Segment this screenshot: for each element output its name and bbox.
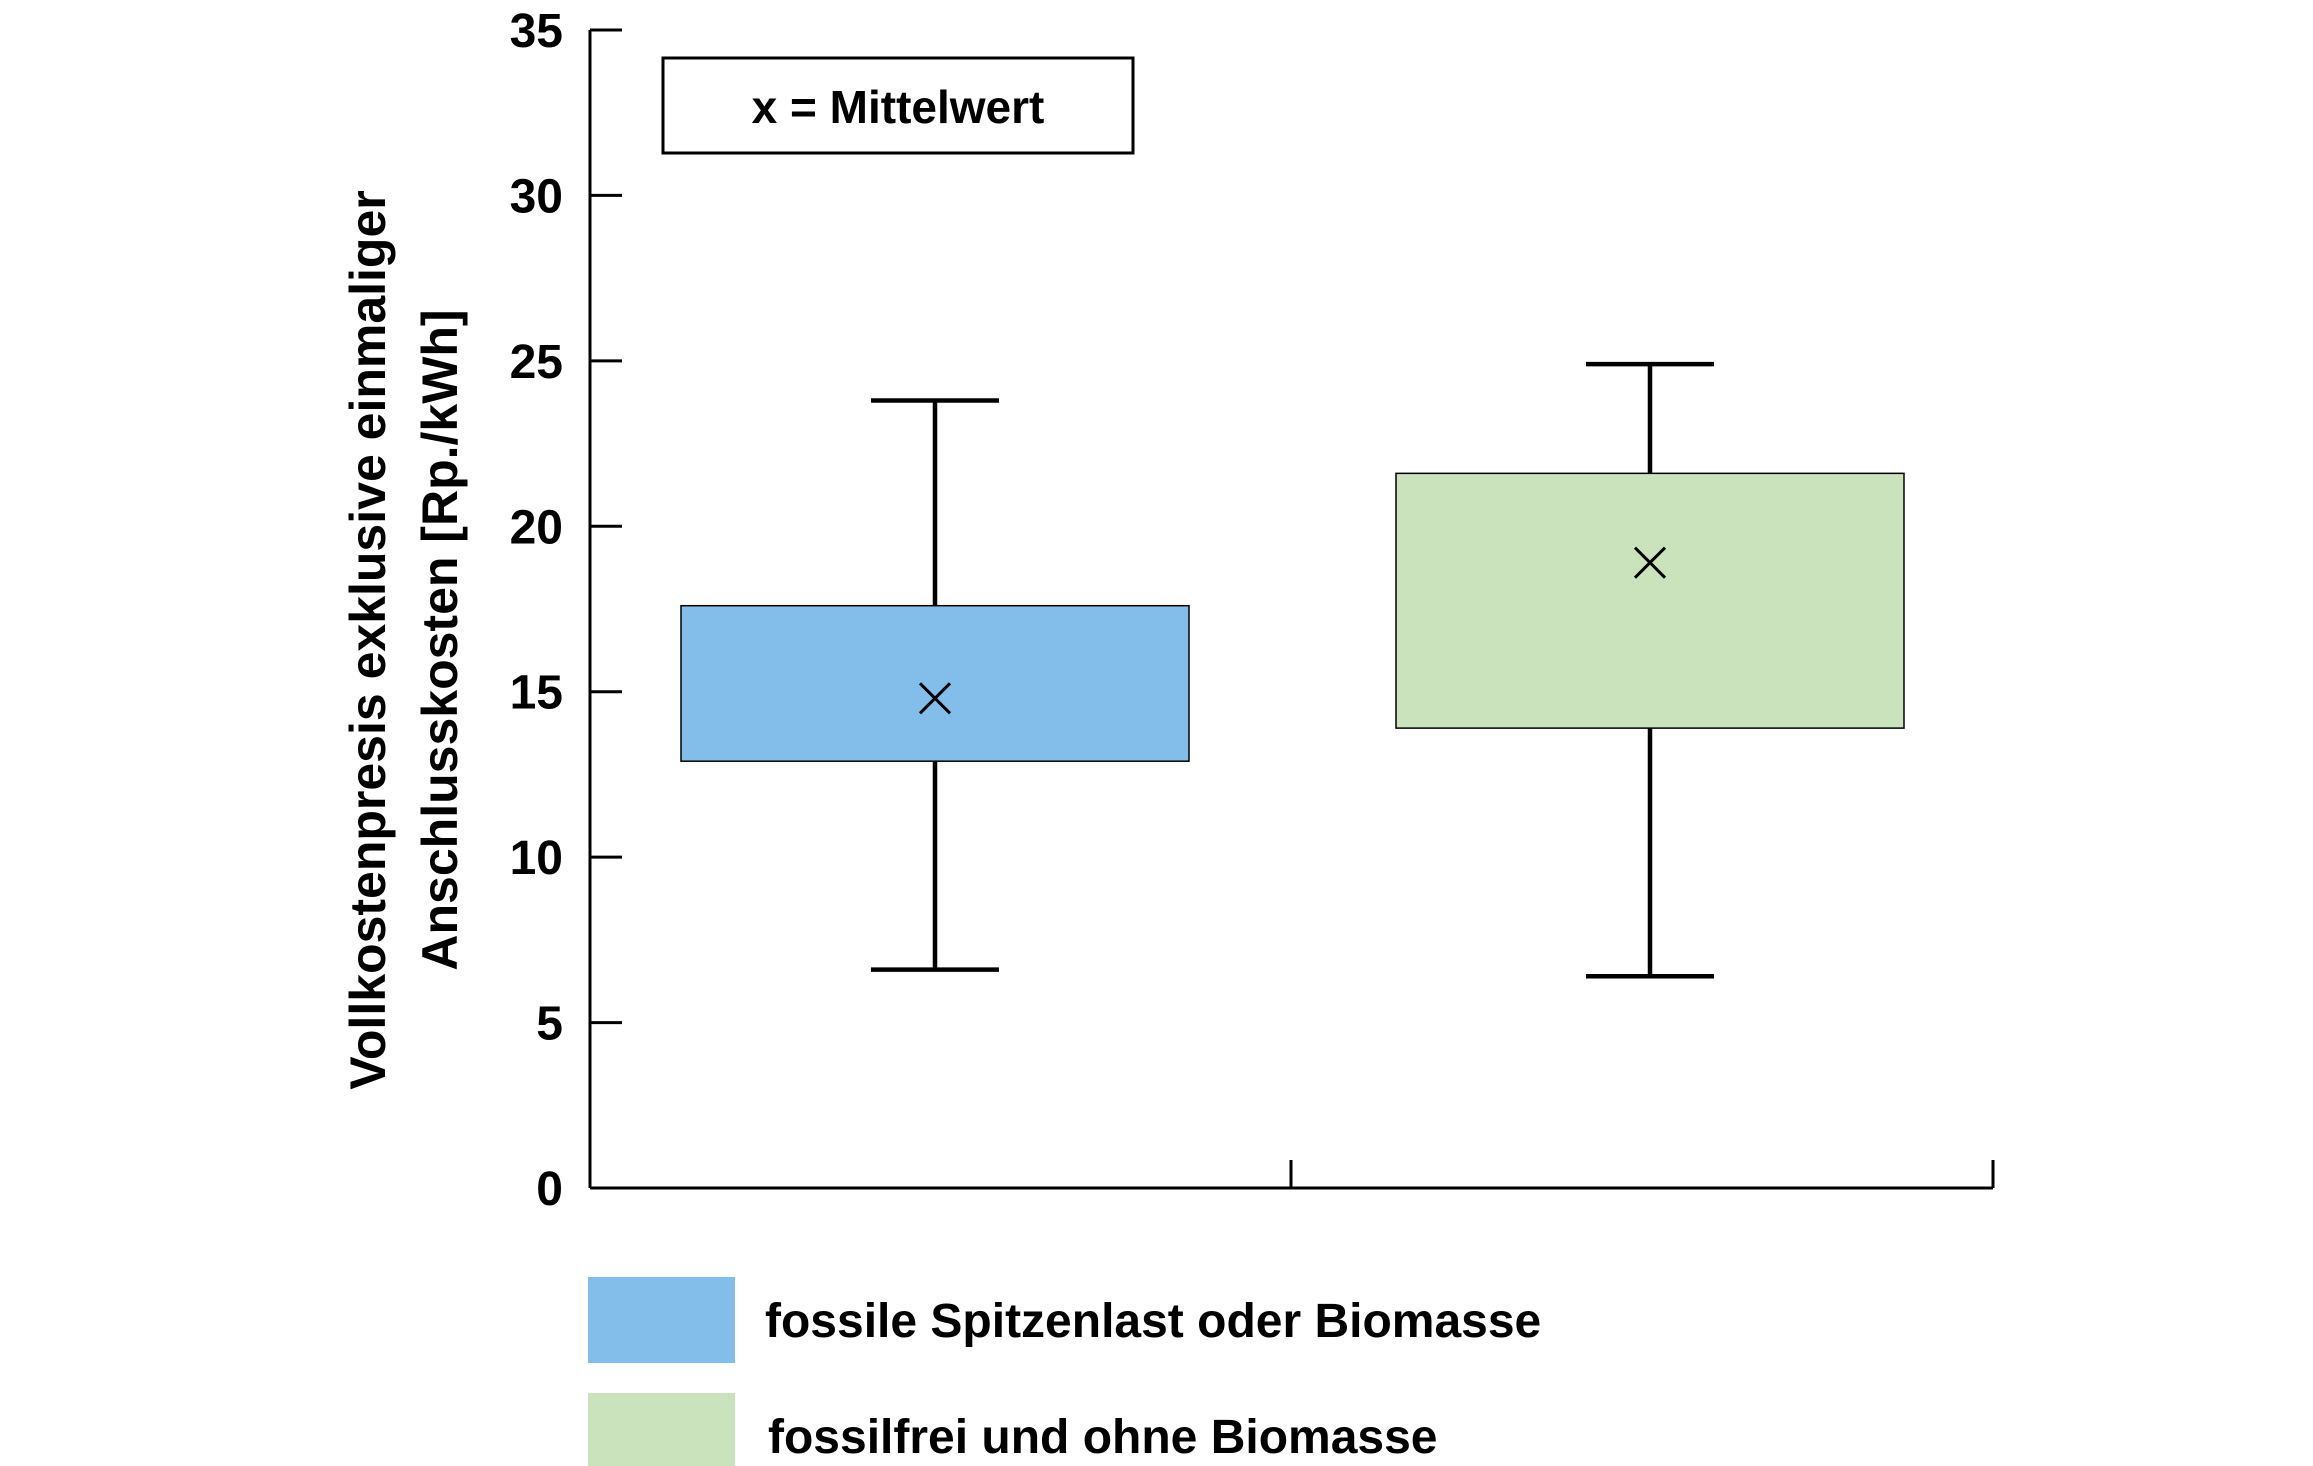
y-tick-label: 30 — [510, 170, 563, 223]
y-tick-label: 5 — [536, 998, 563, 1051]
axes — [588, 30, 1995, 1190]
legend: fossile Spitzenlast oder Biomasse fossilf… — [588, 1277, 1541, 1466]
y-tick-label: 10 — [510, 832, 563, 885]
legend-label: fossile Spitzenlast oder Biomasse — [765, 1295, 1541, 1348]
y-axis-label-line-1: Vollkostenpresis exklusive einmaliger — [340, 190, 396, 1090]
y-tick-label: 35 — [510, 5, 563, 58]
box-series-1 — [680, 398, 1190, 972]
mean-annotation-text: x = Mittelwert — [752, 81, 1045, 133]
y-tick-label: 25 — [510, 336, 563, 389]
boxes — [680, 361, 1905, 979]
mean-annotation-frame — [661, 56, 1135, 155]
box-series-2 — [1395, 361, 1905, 979]
legend-swatch — [588, 1277, 735, 1363]
y-axis-label: Vollkostenpresis exklusive einmaliger An… — [340, 190, 468, 1090]
legend-label: fossilfrei und ohne Biomasse — [768, 1411, 1437, 1464]
mean-annotation-box: x = Mittelwert — [661, 56, 1135, 155]
iqr-box — [1395, 472, 1905, 729]
mean-marker — [918, 682, 952, 715]
y-tick-label: 15 — [510, 667, 563, 720]
y-axis-label-line-2: Anschlusskosten [Rp./kWh] — [412, 309, 468, 970]
iqr-box — [680, 604, 1190, 762]
y-tick-label: 0 — [536, 1163, 563, 1216]
y-ticks: 0 5 10 15 20 25 30 35 — [510, 5, 622, 1216]
y-tick-label: 20 — [510, 501, 563, 554]
legend-swatch — [588, 1393, 735, 1466]
mean-marker — [1633, 546, 1667, 579]
